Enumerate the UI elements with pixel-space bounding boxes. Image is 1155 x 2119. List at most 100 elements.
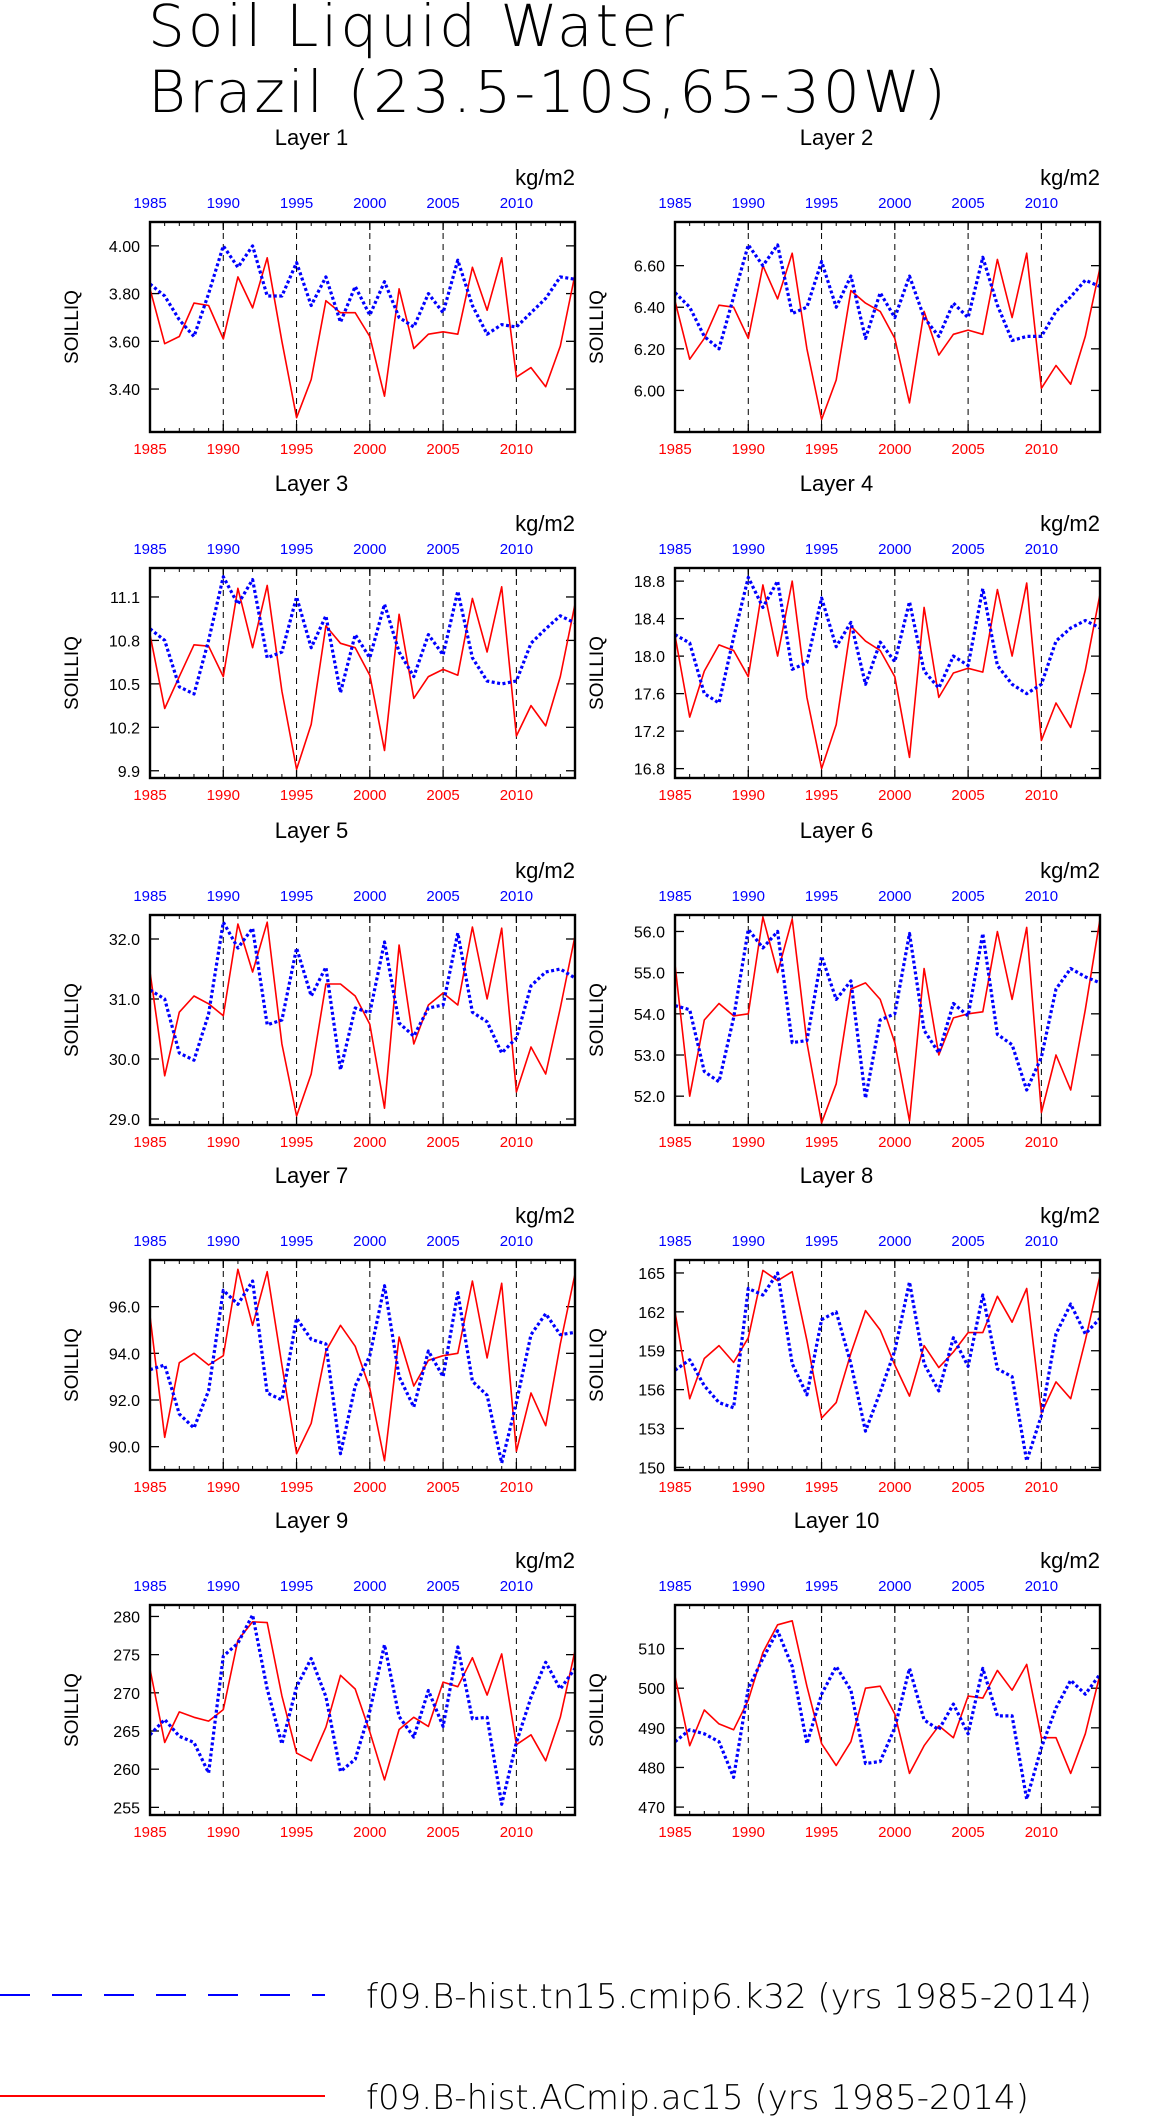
x-tick-label-top: 1995 xyxy=(280,888,313,905)
x-tick-label-top: 1990 xyxy=(732,1578,765,1595)
series-line-blue xyxy=(148,244,576,339)
x-tick-label-bottom: 2000 xyxy=(353,787,386,804)
panel-title: Layer 3 xyxy=(275,471,348,496)
plot-frame xyxy=(148,220,577,434)
chart-panel-9: Layer 9 kg/m2 SOILLIQ 1985 1985 1990 1990 1995 1… xyxy=(62,1508,577,1841)
y-axis-label: SOILLIQ xyxy=(587,1328,608,1402)
x-tick-label-top: 1990 xyxy=(732,195,765,212)
x-tick-label-top: 2005 xyxy=(426,888,459,905)
series-line-red xyxy=(149,921,576,1117)
panels: Layer 1 kg/m2 SOILLIQ 1985 1985 1990 1990 1995 1… xyxy=(62,125,1102,1841)
y-tick-label: 470 xyxy=(638,1800,665,1817)
plot-frame xyxy=(673,1258,1102,1472)
x-tick-label-top: 2000 xyxy=(353,1578,386,1595)
y-tick-label: 260 xyxy=(113,1762,140,1779)
x-tick-label-top: 1990 xyxy=(732,1233,765,1250)
x-tick-label-bottom: 2005 xyxy=(951,1479,984,1496)
x-tick-label-top: 1985 xyxy=(133,1578,166,1595)
x-tick-label-top: 2000 xyxy=(878,1233,911,1250)
y-tick-label: 54.0 xyxy=(634,1007,665,1024)
x-tick-label-bottom: 1990 xyxy=(207,787,240,804)
y-axis-label: SOILLIQ xyxy=(587,983,608,1057)
chart-panel-6: Layer 6 kg/m2 SOILLIQ 1985 1985 1990 1990 1995 1… xyxy=(587,818,1102,1151)
panel-title: Layer 1 xyxy=(275,125,348,150)
x-tick-label-top: 1990 xyxy=(207,1578,240,1595)
plot-frame xyxy=(148,1258,577,1472)
series-line-red xyxy=(149,1268,576,1462)
x-tick-label-bottom: 2010 xyxy=(500,1824,533,1841)
x-tick-label-bottom: 1985 xyxy=(133,441,166,458)
y-tick-label: 10.2 xyxy=(109,720,140,737)
x-tick-label-bottom: 2005 xyxy=(426,441,459,458)
series-line-blue xyxy=(674,1271,1102,1463)
x-tick-label-top: 2005 xyxy=(426,1233,459,1250)
chart-panel-4: Layer 4 kg/m2 SOILLIQ 1985 1985 1990 1990 1995 1… xyxy=(587,471,1102,804)
y-tick-label: 18.8 xyxy=(634,574,665,591)
series-line-red xyxy=(674,1620,1101,1775)
y-axis-label: SOILLIQ xyxy=(62,636,83,710)
x-tick-label-top: 1990 xyxy=(207,541,240,558)
y-axis-label: SOILLIQ xyxy=(62,1328,83,1402)
plot-frame xyxy=(673,1603,1102,1817)
x-tick-label-bottom: 1985 xyxy=(658,1134,691,1151)
y-axis-label: SOILLIQ xyxy=(62,290,83,364)
x-tick-label-bottom: 2010 xyxy=(500,1479,533,1496)
panel-units: kg/m2 xyxy=(1040,165,1100,190)
y-tick-label: 31.0 xyxy=(109,992,140,1009)
x-tick-label-top: 2010 xyxy=(1025,1578,1058,1595)
x-tick-label-top: 2010 xyxy=(1025,541,1058,558)
series-line-red xyxy=(149,1621,576,1781)
x-tick-label-bottom: 1985 xyxy=(133,787,166,804)
y-tick-label: 32.0 xyxy=(109,932,140,949)
series-line-blue xyxy=(673,1629,1102,1801)
legend-label-blue: f09.B-hist.tn15.cmip6.k32 (yrs 1985-2014… xyxy=(366,1977,1092,2017)
x-tick-label-top: 2000 xyxy=(878,541,911,558)
y-tick-label: 96.0 xyxy=(109,1300,140,1317)
x-tick-label-top: 2010 xyxy=(1025,888,1058,905)
x-tick-label-top: 1985 xyxy=(658,541,691,558)
x-tick-label-bottom: 1995 xyxy=(280,1824,313,1841)
x-tick-label-top: 2005 xyxy=(951,888,984,905)
plot-frame xyxy=(148,566,577,780)
x-tick-label-bottom: 1990 xyxy=(207,1479,240,1496)
x-tick-label-bottom: 1995 xyxy=(805,1824,838,1841)
panel-title: Layer 2 xyxy=(800,125,873,150)
x-tick-label-bottom: 2010 xyxy=(500,441,533,458)
y-tick-label: 52.0 xyxy=(634,1089,665,1106)
y-tick-label: 55.0 xyxy=(634,966,665,983)
y-tick-label: 10.5 xyxy=(109,677,140,694)
chart-panel-10: Layer 10 kg/m2 SOILLIQ 1985 1985 1990 1990 1995… xyxy=(587,1508,1102,1841)
x-tick-label-bottom: 1995 xyxy=(280,787,313,804)
x-tick-label-bottom: 2000 xyxy=(878,787,911,804)
x-tick-label-bottom: 1990 xyxy=(732,441,765,458)
panel-units: kg/m2 xyxy=(515,858,575,883)
x-tick-label-bottom: 2005 xyxy=(426,1479,459,1496)
x-tick-label-top: 1995 xyxy=(805,1578,838,1595)
y-tick-label: 17.6 xyxy=(634,687,665,704)
x-tick-label-top: 1990 xyxy=(732,888,765,905)
x-tick-label-top: 1995 xyxy=(805,1233,838,1250)
y-tick-label: 165 xyxy=(638,1266,665,1283)
y-tick-label: 90.0 xyxy=(109,1440,140,1457)
y-tick-label: 29.0 xyxy=(109,1112,140,1129)
x-tick-label-top: 1990 xyxy=(732,541,765,558)
y-tick-label: 92.0 xyxy=(109,1393,140,1410)
x-tick-label-top: 1995 xyxy=(280,541,313,558)
x-tick-label-top: 2010 xyxy=(1025,195,1058,212)
x-tick-label-top: 2010 xyxy=(500,1233,533,1250)
figure-title-line-2: Brazil (23.5-10S,65-30W) xyxy=(148,58,949,126)
series-line-red xyxy=(674,1269,1101,1419)
x-tick-label-bottom: 1995 xyxy=(280,441,313,458)
series-line-blue xyxy=(674,927,1101,1100)
panel-units: kg/m2 xyxy=(515,511,575,536)
x-tick-label-bottom: 2010 xyxy=(1025,1479,1058,1496)
chart-panel-1: Layer 1 kg/m2 SOILLIQ 1985 1985 1990 1990 1995 1… xyxy=(62,125,577,458)
x-tick-label-bottom: 2000 xyxy=(878,1479,911,1496)
x-tick-label-bottom: 1985 xyxy=(133,1824,166,1841)
x-tick-label-bottom: 2010 xyxy=(500,787,533,804)
x-tick-label-bottom: 2000 xyxy=(878,441,911,458)
panel-units: kg/m2 xyxy=(1040,858,1100,883)
y-tick-label: 159 xyxy=(638,1344,665,1361)
x-tick-label-top: 1985 xyxy=(658,1578,691,1595)
x-tick-label-bottom: 2000 xyxy=(878,1134,911,1151)
